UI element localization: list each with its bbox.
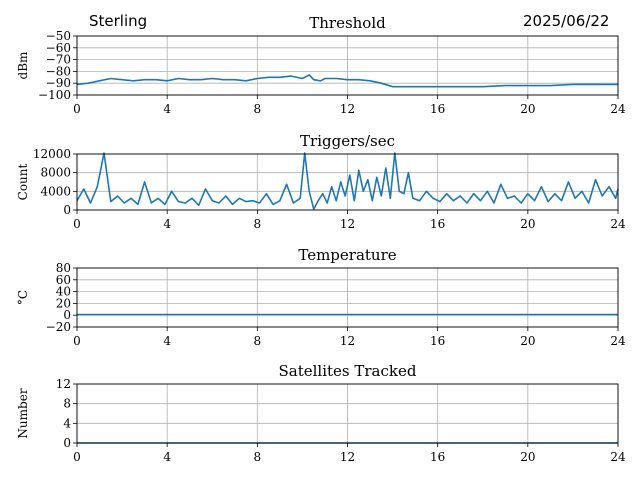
- y-tick-label: 12000: [33, 147, 71, 161]
- y-tick-label: 20: [56, 296, 71, 310]
- x-tick-label: 8: [254, 334, 262, 348]
- y-tick-label: −50: [46, 29, 71, 43]
- y-axis-label: °C: [16, 290, 30, 305]
- x-tick-label: 4: [163, 102, 171, 116]
- x-tick-label: 8: [254, 450, 262, 464]
- x-tick-label: 0: [73, 102, 81, 116]
- y-tick-label: 0: [63, 203, 71, 217]
- x-tick-label: 20: [520, 450, 535, 464]
- chart-title: Temperature: [298, 246, 396, 264]
- y-tick-label: 80: [56, 261, 71, 275]
- report-date: 2025/06/22: [523, 12, 610, 30]
- y-tick-label: −100: [38, 88, 71, 102]
- y-tick-label: 4: [63, 416, 71, 430]
- y-tick-label: −70: [46, 53, 71, 67]
- y-tick-label: −60: [46, 41, 71, 55]
- y-tick-label: 8000: [40, 166, 71, 180]
- chart-title: Satellites Tracked: [279, 362, 417, 380]
- y-axis-label: Number: [16, 388, 30, 438]
- x-tick-label: 4: [163, 217, 171, 231]
- x-tick-label: 24: [610, 334, 626, 348]
- x-tick-label: 20: [520, 334, 535, 348]
- x-tick-label: 12: [340, 102, 355, 116]
- y-tick-label: 12: [56, 377, 71, 391]
- y-tick-label: 8: [63, 397, 71, 411]
- y-tick-label: 4000: [40, 184, 71, 198]
- x-tick-label: 4: [163, 334, 171, 348]
- x-tick-label: 8: [254, 217, 262, 231]
- x-tick-label: 0: [73, 334, 81, 348]
- x-tick-label: 4: [163, 450, 171, 464]
- y-tick-label: −90: [46, 76, 71, 90]
- y-tick-label: 60: [56, 273, 71, 287]
- series-line: [76, 74, 618, 88]
- x-tick-label: 24: [610, 450, 626, 464]
- x-tick-label: 12: [340, 450, 355, 464]
- series-line: [76, 152, 619, 210]
- y-tick-label: −20: [46, 320, 71, 334]
- y-tick-label: 40: [56, 285, 71, 299]
- x-tick-label: 16: [430, 102, 445, 116]
- x-tick-label: 8: [254, 102, 262, 116]
- x-tick-label: 16: [430, 217, 445, 231]
- x-tick-label: 20: [520, 102, 535, 116]
- x-tick-label: 24: [610, 217, 626, 231]
- x-tick-label: 24: [610, 102, 626, 116]
- chart-title: Triggers/sec: [300, 132, 395, 150]
- y-axis-label: dBm: [16, 51, 30, 80]
- x-tick-label: 0: [73, 450, 81, 464]
- station-name: Sterling: [89, 12, 148, 30]
- x-tick-label: 12: [340, 334, 355, 348]
- x-tick-label: 12: [340, 217, 355, 231]
- x-tick-label: 0: [73, 217, 81, 231]
- x-tick-label: 20: [520, 217, 535, 231]
- y-tick-label: 0: [63, 308, 71, 322]
- x-tick-label: 16: [430, 450, 445, 464]
- y-axis-label: Count: [16, 163, 30, 200]
- y-tick-label: −80: [46, 64, 71, 78]
- chart-title: Threshold: [309, 14, 386, 32]
- y-tick-label: 0: [63, 436, 71, 450]
- x-tick-label: 16: [430, 334, 445, 348]
